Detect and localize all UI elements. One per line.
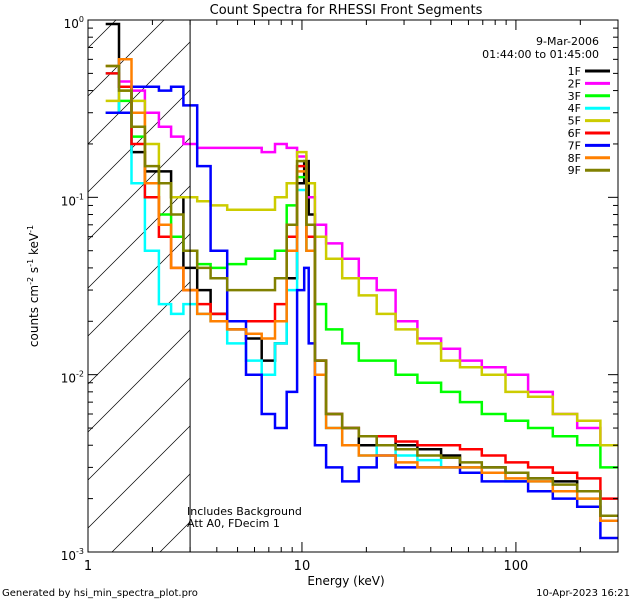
legend-entry: 1F bbox=[568, 65, 610, 78]
axis-ticks bbox=[87, 19, 619, 553]
annotation-background: Includes Background bbox=[187, 505, 302, 518]
y-axis-label: counts cm-2 s-1 keV-1 bbox=[26, 225, 41, 347]
x-axis-label: Energy (keV) bbox=[307, 574, 384, 588]
legend-entry: 5F bbox=[568, 115, 610, 128]
legend-entry: 3F bbox=[568, 90, 610, 103]
legend-label: 7F bbox=[568, 139, 581, 152]
legend-label: 3F bbox=[568, 90, 581, 103]
legend-entries: 1F 2F 3F 4F 5F 6F 7F 8F 9F bbox=[568, 65, 610, 177]
x-tick-label: 1 bbox=[84, 559, 92, 574]
legend-entry: 9F bbox=[568, 164, 610, 177]
legend-label: 9F bbox=[568, 164, 581, 177]
series-layer bbox=[105, 22, 618, 540]
legend-label: 5F bbox=[568, 115, 581, 128]
hatch-line bbox=[88, 329, 191, 433]
y-tick-label: 100 bbox=[64, 15, 84, 31]
y-tick-labels: 100 10-1 10-2 10-3 bbox=[61, 15, 84, 563]
x-tick-labels: 1 10 100 bbox=[84, 559, 528, 574]
hatch-line bbox=[0, 20, 20, 552]
legend: 9-Mar-2006 01:44:00 to 01:45:00 1F 2F 3F… bbox=[482, 35, 610, 177]
hatch-line bbox=[88, 377, 191, 481]
x-tick-label: 10 bbox=[294, 559, 311, 574]
footer-generated-by: Generated by hsi_min_spectra_plot.pro bbox=[2, 588, 198, 599]
hatch-line bbox=[88, 281, 191, 385]
plot-frame bbox=[87, 19, 619, 553]
hatch-line bbox=[88, 233, 191, 337]
background-hatched-region bbox=[0, 20, 640, 552]
legend-entry: 7F bbox=[568, 139, 610, 152]
legend-label: 2F bbox=[568, 77, 581, 90]
hatch-line bbox=[88, 41, 191, 145]
annotation-attenuator: Att A0, FDecim 1 bbox=[187, 517, 280, 530]
legend-entry: 6F bbox=[568, 127, 610, 140]
hatch-line bbox=[88, 137, 191, 241]
series-line-7F bbox=[105, 85, 618, 540]
legend-entry: 2F bbox=[568, 77, 610, 90]
legend-time-range: 01:44:00 to 01:45:00 bbox=[482, 48, 599, 61]
legend-entry: 4F bbox=[568, 102, 610, 115]
hatch-line bbox=[88, 185, 191, 289]
hatch-line bbox=[88, 89, 191, 193]
series-line-8F bbox=[105, 58, 618, 523]
legend-entry: 8F bbox=[568, 152, 610, 165]
y-tick-label: 10-2 bbox=[61, 370, 84, 386]
legend-label: 1F bbox=[568, 65, 581, 78]
series-line-9F bbox=[105, 64, 618, 518]
legend-label: 6F bbox=[568, 127, 581, 140]
hatch-line bbox=[256, 20, 640, 552]
x-tick-label: 100 bbox=[504, 559, 529, 574]
legend-date: 9-Mar-2006 bbox=[536, 35, 599, 48]
footer-timestamp: 10-Apr-2023 16:21 bbox=[536, 588, 630, 599]
legend-label: 8F bbox=[568, 152, 581, 165]
hatch-line bbox=[592, 20, 640, 552]
chart-title: Count Spectra for RHESSI Front Segments bbox=[210, 3, 483, 18]
legend-label: 4F bbox=[568, 102, 581, 115]
y-tick-label: 10-1 bbox=[61, 192, 84, 208]
hatch-line bbox=[88, 425, 191, 529]
hatch-line bbox=[88, 20, 117, 49]
y-tick-label: 10-3 bbox=[61, 547, 84, 563]
